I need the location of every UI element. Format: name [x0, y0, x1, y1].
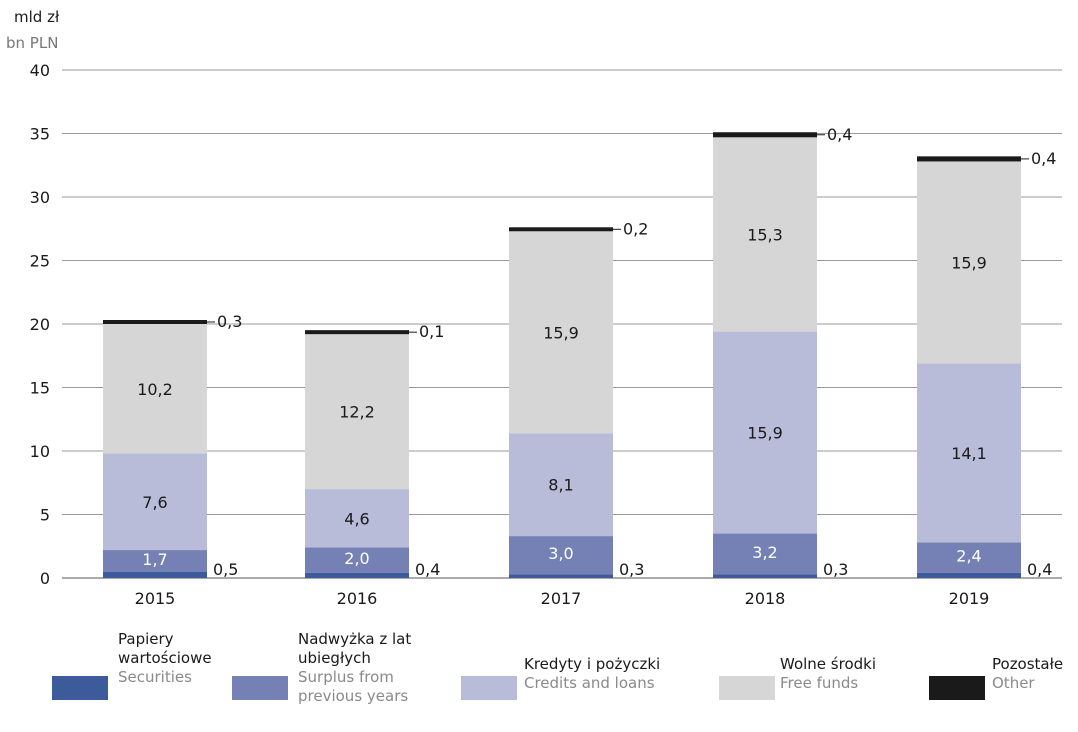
data-label-other: 0,4 — [1031, 149, 1056, 168]
data-label-other: 0,3 — [217, 312, 242, 331]
data-label-credits: 8,1 — [548, 476, 573, 495]
bar-segment-credits — [713, 331, 817, 534]
bar-segment-other — [509, 227, 613, 232]
data-label-securities: 0,4 — [415, 560, 440, 579]
data-label-free_funds: 15,9 — [543, 323, 579, 342]
bar-segment-surplus — [509, 536, 613, 575]
data-label-surplus: 2,4 — [956, 547, 981, 566]
y-tick-label: 0 — [40, 569, 50, 588]
y-tick-label: 10 — [30, 442, 50, 461]
data-label-securities: 0,4 — [1027, 560, 1052, 579]
data-label-securities: 0,3 — [823, 560, 848, 579]
bar-segment-securities — [509, 574, 613, 578]
data-label-other: 0,2 — [623, 219, 648, 238]
x-tick-label: 2019 — [949, 589, 990, 608]
legend-label-pl: Nadwyżka z lat — [298, 630, 412, 648]
bar-segment-surplus — [713, 533, 817, 575]
data-label-credits: 7,6 — [142, 493, 167, 512]
y-tick-label: 20 — [30, 315, 50, 334]
legend-label-en: Other — [992, 674, 1035, 692]
legend-swatch — [719, 676, 775, 700]
y-tick-label: 15 — [30, 379, 50, 398]
data-label-surplus: 2,0 — [344, 549, 369, 568]
data-label-surplus: 1,7 — [142, 550, 167, 569]
y-tick-label: 5 — [40, 506, 50, 525]
bar-segment-securities — [305, 572, 409, 578]
legend-label-en: Credits and loans — [524, 674, 655, 692]
data-label-free_funds: 15,9 — [951, 253, 987, 272]
y-tick-label: 25 — [30, 252, 50, 271]
bar-segment-other — [917, 156, 1021, 162]
bar-segment-credits — [509, 433, 613, 537]
bar-segment-free_funds — [713, 137, 817, 332]
bar-segment-other — [305, 330, 409, 335]
bar-segment-other — [713, 132, 817, 138]
bar-segment-free_funds — [305, 334, 409, 490]
legend-label-pl: Wolne środki — [780, 655, 877, 673]
legend-swatch — [929, 676, 985, 700]
bar-segment-free_funds — [509, 231, 613, 434]
bar-segment-securities — [917, 572, 1021, 578]
data-label-free_funds: 12,2 — [339, 403, 375, 422]
bar-segment-surplus — [103, 550, 207, 572]
data-label-credits: 15,9 — [747, 424, 783, 443]
bar-segment-credits — [305, 489, 409, 548]
bar-segment-securities — [713, 574, 817, 578]
legend-label-en: Free funds — [780, 674, 859, 692]
x-tick-label: 2016 — [337, 589, 378, 608]
legend: Papiery wartościowe Securities Nadwyżka z l… — [0, 630, 1078, 730]
data-label-securities: 0,5 — [213, 560, 238, 579]
legend-label-en: Surplus from — [298, 668, 394, 686]
y-axis-unit-en: bn PLN — [6, 34, 59, 52]
bar-segment-free_funds — [917, 161, 1021, 364]
data-label-surplus: 3,2 — [752, 543, 777, 562]
legend-label-pl: Pozostałe — [992, 655, 1064, 673]
x-tick-label: 2018 — [745, 589, 786, 608]
data-label-securities: 0,3 — [619, 560, 644, 579]
y-tick-label: 35 — [30, 125, 50, 144]
y-tick-label: 30 — [30, 188, 50, 207]
data-label-credits: 4,6 — [344, 509, 369, 528]
legend-swatch — [461, 676, 517, 700]
y-axis-unit-pl: mld zł — [14, 8, 60, 26]
legend-label-en: Securities — [118, 668, 192, 686]
bar-segment-surplus — [917, 542, 1021, 573]
bar-segment-credits — [103, 453, 207, 551]
bar-segment-securities — [103, 571, 207, 578]
legend-label-pl: wartościowe — [118, 649, 212, 667]
legend-label-pl: Kredyty i pożyczki — [524, 655, 661, 673]
legend-label-en: previous years — [298, 687, 409, 705]
bar-segment-free_funds — [103, 324, 207, 454]
legend-label-pl: ubiegłych — [298, 649, 371, 667]
data-label-free_funds: 15,3 — [747, 225, 783, 244]
x-tick-label: 2017 — [541, 589, 582, 608]
bar-segment-credits — [917, 363, 1021, 543]
data-label-other: 0,1 — [419, 322, 444, 341]
y-tick-label: 40 — [30, 61, 50, 80]
bar-segment-other — [103, 320, 207, 324]
x-tick-label: 2015 — [135, 589, 176, 608]
data-label-free_funds: 10,2 — [137, 380, 173, 399]
data-label-surplus: 3,0 — [548, 544, 573, 563]
bar-segment-surplus — [305, 547, 409, 573]
legend-label-pl: Papiery — [118, 630, 174, 648]
data-label-credits: 14,1 — [951, 444, 987, 463]
stacked-bar-chart: 0 5 10 15 20 25 30 35 40 0,5 1,7 7,6 10,2 0,3 2015 0,4 2… — [30, 61, 1062, 608]
legend-swatch — [232, 676, 288, 700]
legend-swatch — [52, 676, 108, 700]
data-label-other: 0,4 — [827, 125, 852, 144]
